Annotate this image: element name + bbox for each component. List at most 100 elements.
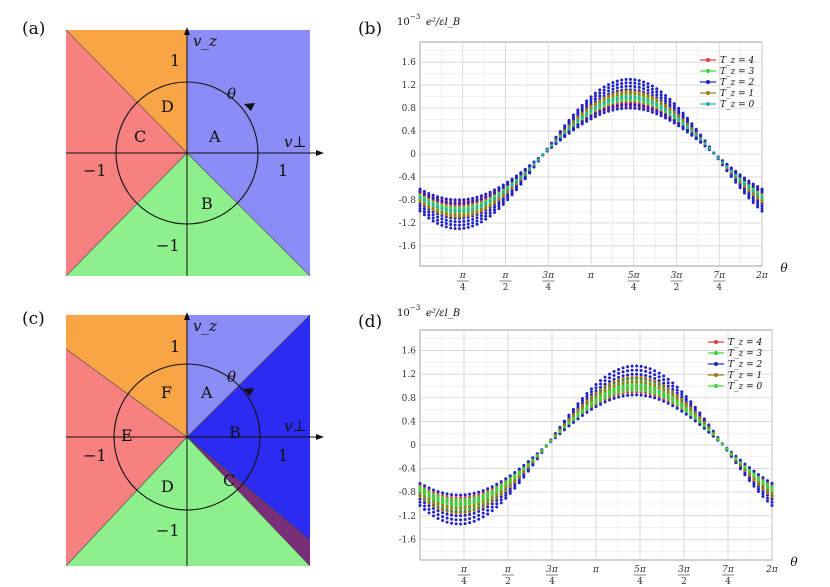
diagonal-lr bbox=[186, 152, 310, 276]
data-point bbox=[675, 406, 679, 410]
legend-swatch-marker bbox=[706, 91, 710, 95]
data-point bbox=[711, 433, 715, 437]
data-point bbox=[608, 394, 612, 398]
data-point bbox=[450, 517, 454, 521]
data-point bbox=[644, 373, 648, 377]
data-point bbox=[594, 389, 598, 393]
data-point bbox=[504, 494, 508, 498]
data-point bbox=[472, 491, 476, 495]
data-point bbox=[770, 495, 774, 499]
data-point bbox=[621, 366, 625, 370]
data-point bbox=[589, 393, 593, 397]
data-point bbox=[477, 513, 481, 517]
data-point bbox=[761, 484, 765, 488]
data-point bbox=[677, 114, 681, 118]
x-tick-denominator: 4 bbox=[461, 577, 467, 587]
data-point bbox=[599, 402, 603, 406]
data-point bbox=[738, 463, 742, 467]
data-point bbox=[471, 212, 475, 216]
region-label-c: C bbox=[134, 127, 146, 146]
data-point bbox=[729, 175, 733, 179]
data-point bbox=[662, 374, 666, 378]
data-point bbox=[440, 220, 444, 224]
panel-b-label: (b) bbox=[358, 19, 382, 39]
data-point bbox=[576, 108, 580, 112]
data-point bbox=[637, 90, 641, 94]
data-point bbox=[611, 92, 615, 96]
data-point bbox=[747, 470, 751, 474]
data-point bbox=[459, 511, 463, 515]
data-point bbox=[653, 369, 657, 373]
data-point bbox=[646, 85, 650, 89]
data-point bbox=[672, 119, 676, 123]
v-z-label: v_z bbox=[193, 317, 217, 335]
data-point bbox=[526, 465, 530, 469]
data-point bbox=[490, 502, 494, 506]
data-point bbox=[637, 96, 641, 100]
data-point bbox=[431, 216, 435, 220]
data-point bbox=[630, 393, 634, 397]
diagonal-ul bbox=[66, 30, 188, 154]
data-point bbox=[729, 169, 733, 173]
data-point bbox=[612, 370, 616, 374]
data-point bbox=[671, 390, 675, 394]
data-point bbox=[630, 384, 634, 388]
data-point bbox=[457, 220, 461, 224]
data-point bbox=[611, 108, 615, 112]
data-point bbox=[522, 475, 526, 479]
y-tick-label: -0.8 bbox=[399, 488, 417, 498]
data-point bbox=[422, 189, 426, 193]
data-point bbox=[468, 502, 472, 506]
x-tick-label: 3π bbox=[546, 565, 559, 575]
x-tick-denominator: 2 bbox=[681, 577, 687, 587]
data-point bbox=[486, 502, 490, 506]
data-point bbox=[765, 496, 769, 500]
data-point bbox=[751, 193, 755, 197]
data-point bbox=[729, 167, 733, 171]
data-point bbox=[598, 110, 602, 114]
data-point bbox=[450, 497, 454, 501]
data-point bbox=[760, 187, 764, 191]
data-point bbox=[528, 171, 532, 175]
data-point bbox=[621, 370, 625, 374]
data-point bbox=[453, 227, 457, 231]
data-point bbox=[747, 479, 751, 483]
data-point bbox=[684, 401, 688, 405]
data-point bbox=[436, 210, 440, 214]
data-point bbox=[743, 462, 747, 466]
data-point bbox=[633, 90, 637, 94]
diagonal-ll bbox=[66, 152, 188, 276]
data-point bbox=[513, 476, 517, 480]
data-point bbox=[484, 207, 488, 211]
data-point bbox=[624, 84, 628, 88]
data-point bbox=[689, 416, 693, 420]
data-point bbox=[630, 380, 634, 384]
data-point bbox=[493, 208, 497, 212]
data-point bbox=[646, 82, 650, 86]
data-point bbox=[684, 395, 688, 399]
data-point bbox=[563, 131, 567, 135]
data-point bbox=[689, 406, 693, 410]
data-point bbox=[664, 103, 668, 107]
legend-swatch-marker bbox=[714, 340, 718, 344]
data-point bbox=[747, 185, 751, 189]
data-point bbox=[657, 393, 661, 397]
data-point bbox=[680, 392, 684, 396]
data-point bbox=[441, 511, 445, 515]
data-point bbox=[598, 94, 602, 98]
data-point bbox=[553, 434, 557, 438]
data-point bbox=[432, 492, 436, 496]
data-point bbox=[436, 494, 440, 498]
data-point bbox=[752, 482, 756, 486]
data-point bbox=[637, 79, 641, 83]
data-point bbox=[463, 506, 467, 510]
data-point bbox=[418, 489, 422, 493]
tick-perp-pos: 1 bbox=[278, 446, 288, 465]
data-point bbox=[497, 198, 501, 202]
data-point bbox=[427, 206, 431, 210]
data-point bbox=[585, 392, 589, 396]
data-point bbox=[495, 492, 499, 496]
data-point bbox=[698, 423, 702, 427]
y-tick-label: 0 bbox=[410, 441, 416, 451]
y-tick-label: 0 bbox=[410, 150, 416, 160]
